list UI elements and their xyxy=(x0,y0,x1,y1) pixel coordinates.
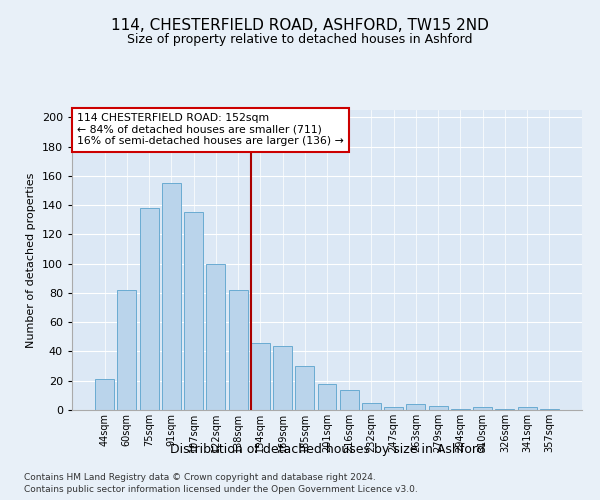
Bar xyxy=(118,290,136,410)
Bar xyxy=(229,290,248,410)
Bar xyxy=(540,408,559,410)
Text: Contains public sector information licensed under the Open Government Licence v3: Contains public sector information licen… xyxy=(24,485,418,494)
Bar xyxy=(317,384,337,410)
Bar xyxy=(362,402,381,410)
Bar xyxy=(384,407,403,410)
Bar xyxy=(184,212,203,410)
Text: Distribution of detached houses by size in Ashford: Distribution of detached houses by size … xyxy=(170,442,484,456)
Bar xyxy=(518,407,536,410)
Bar xyxy=(406,404,425,410)
Text: Size of property relative to detached houses in Ashford: Size of property relative to detached ho… xyxy=(127,32,473,46)
Y-axis label: Number of detached properties: Number of detached properties xyxy=(26,172,36,348)
Bar xyxy=(206,264,225,410)
Bar xyxy=(95,380,114,410)
Bar xyxy=(473,407,492,410)
Bar xyxy=(251,342,270,410)
Bar xyxy=(451,408,470,410)
Bar xyxy=(429,406,448,410)
Text: Contains HM Land Registry data © Crown copyright and database right 2024.: Contains HM Land Registry data © Crown c… xyxy=(24,472,376,482)
Bar xyxy=(140,208,158,410)
Text: 114 CHESTERFIELD ROAD: 152sqm
← 84% of detached houses are smaller (711)
16% of : 114 CHESTERFIELD ROAD: 152sqm ← 84% of d… xyxy=(77,113,344,146)
Bar xyxy=(273,346,292,410)
Bar xyxy=(340,390,359,410)
Bar xyxy=(496,408,514,410)
Text: 114, CHESTERFIELD ROAD, ASHFORD, TW15 2ND: 114, CHESTERFIELD ROAD, ASHFORD, TW15 2N… xyxy=(111,18,489,32)
Bar xyxy=(295,366,314,410)
Bar xyxy=(162,183,181,410)
